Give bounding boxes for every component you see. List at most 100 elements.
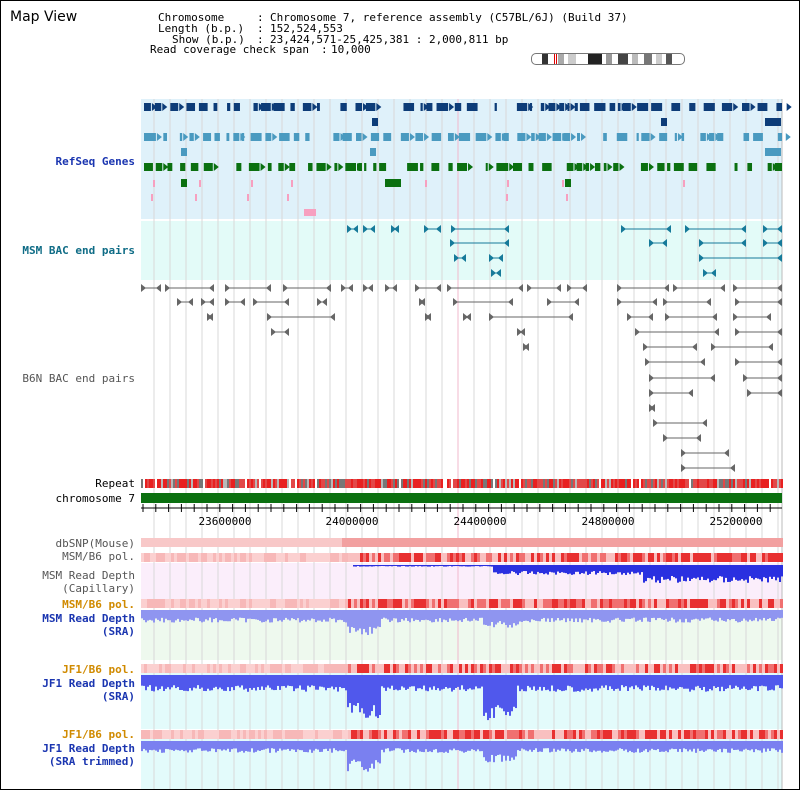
jf1-b6-pol2-heat-cell xyxy=(648,730,651,739)
msm-depth-capillary-bar xyxy=(639,565,641,575)
repeat-segment xyxy=(747,479,749,488)
msm-depth-sra-bar xyxy=(727,610,729,620)
region-cursor[interactable] xyxy=(554,54,557,64)
repeat-segment xyxy=(145,479,147,488)
msm-depth-sra-bar xyxy=(401,610,403,620)
jf1-b6-pol-heat-cell xyxy=(468,664,471,673)
chromosome-label-track: chromosome 7 xyxy=(55,492,135,505)
msm-b6-pol2-heat-cell xyxy=(615,599,618,608)
repeat-segment xyxy=(601,479,603,488)
b6n-bac-pair-end xyxy=(714,328,719,336)
jf1-b6-pol2-heat-cell xyxy=(204,730,207,739)
jf1-depth-sra-bar xyxy=(757,675,759,692)
refseq-gene-mid xyxy=(265,133,272,141)
jf1-depth-trimmed-bar xyxy=(755,741,757,750)
jf1-depth-sra-bar xyxy=(483,675,485,716)
jf1-depth-trimmed-bar xyxy=(473,741,475,750)
jf1-depth-sra-bar xyxy=(643,675,645,686)
repeat-segment xyxy=(455,479,457,488)
msm-b6-pol2-heat-cell xyxy=(270,599,273,608)
jf1-depth-sra-bar xyxy=(679,675,681,687)
jf1-depth-trimmed-bar xyxy=(319,741,321,752)
repeat-segment xyxy=(757,479,759,488)
jf1-depth-trimmed-bar xyxy=(379,741,381,764)
msm-depth-capillary-bar xyxy=(403,565,405,566)
jf1-depth-trimmed-bar xyxy=(197,741,199,749)
jf1-b6-pol-heat-cell xyxy=(555,664,558,673)
msm-depth-capillary-bar xyxy=(699,565,701,581)
repeat-segment xyxy=(549,479,551,488)
msm-b6-pol-heat-cell xyxy=(663,553,666,562)
msm-depth-capillary-bar xyxy=(739,565,741,581)
jf1-depth-sra-bar xyxy=(207,675,209,689)
jf1-b6-pol2-heat-cell xyxy=(723,730,726,739)
jf1-depth-trimmed-bar xyxy=(739,741,741,752)
axis-tick-label: 25200000 xyxy=(709,515,763,528)
jf1-b6-pol2-heat-cell xyxy=(168,730,171,739)
jf1-depth-trimmed-bar xyxy=(311,741,313,753)
repeat-segment xyxy=(433,479,435,488)
jf1-depth-trimmed-bar xyxy=(401,741,403,751)
repeat-segment xyxy=(481,479,483,488)
msm-b6-pol-heat-cell xyxy=(288,553,291,562)
refseq-gene-green xyxy=(688,163,698,171)
repeat-segment xyxy=(689,479,691,488)
repeat-segment xyxy=(243,479,245,488)
jf1-b6-pol2-heat-cell xyxy=(747,730,750,739)
jf1-depth-sra-bar xyxy=(411,675,413,687)
jf1-b6-pol-label-1: JF1/B6 pol. xyxy=(62,663,135,676)
jf1-depth-sra-bar xyxy=(735,675,737,686)
repeat-segment xyxy=(237,479,239,488)
msm-b6-pol2-heat-cell xyxy=(699,599,702,608)
msm-depth-sra-label-1: MSM Read Depth xyxy=(42,612,135,625)
msm-depth-sra-bar xyxy=(389,610,391,623)
msm-b6-pol-heat-cell xyxy=(549,553,552,562)
refseq-gene-mid xyxy=(233,133,240,141)
msm-b6-pol2-heat-cell xyxy=(444,599,447,608)
msm-depth-sra-bar xyxy=(731,610,733,620)
msm-depth-sra-bar xyxy=(261,610,263,623)
dbsnp-heat-cell xyxy=(450,538,453,547)
dbsnp-heat-cell xyxy=(327,538,330,547)
jf1-depth-trimmed-bar xyxy=(143,741,145,749)
jf1-b6-pol2-heat-cell xyxy=(600,730,603,739)
msm-b6-pol-heat-cell xyxy=(519,553,522,562)
jf1-depth-trimmed-bar xyxy=(651,741,653,749)
msm-b6-pol2-heat-cell xyxy=(639,599,642,608)
msm-depth-sra-bar xyxy=(521,610,523,622)
jf1-b6-pol-heat-cell xyxy=(240,664,243,673)
refseq-gene-dark xyxy=(703,103,715,111)
msm-depth-sra-bar xyxy=(259,610,261,621)
jf1-b6-pol-heat-cell xyxy=(219,664,222,673)
repeat-segment xyxy=(465,479,467,488)
msm-depth-sra-bar xyxy=(455,610,457,621)
jf1-b6-pol-heat-cell xyxy=(303,664,306,673)
jf1-depth-sra-bar xyxy=(165,675,167,689)
refseq-gene-dark xyxy=(671,103,681,111)
jf1-b6-pol2-heat-cell xyxy=(537,730,540,739)
coverage-label: Read coverage check span xyxy=(150,43,309,56)
msm-b6-pol-heat-cell xyxy=(258,553,261,562)
msm-b6-pol-heat-cell xyxy=(378,553,381,562)
jf1-depth-sra-bar xyxy=(189,675,191,689)
msm-depth-capillary-bar xyxy=(691,565,693,579)
refseq-gene-green xyxy=(267,163,272,171)
msm-b6-pol2-heat-cell xyxy=(474,599,477,608)
repeat-segment xyxy=(761,479,763,488)
msm-depth-sra-bar xyxy=(561,610,563,621)
repeat-segment xyxy=(553,479,555,488)
refseq-gene-mid xyxy=(717,133,724,141)
repeat-segment xyxy=(631,479,633,488)
msm-depth-sra-bar xyxy=(779,610,781,619)
chromosome-ideogram[interactable] xyxy=(531,53,685,65)
msm-depth-sra-bar xyxy=(253,610,255,620)
repeat-segment xyxy=(387,479,389,488)
msm-depth-sra-bar xyxy=(449,610,451,619)
msm-depth-capillary-bar xyxy=(535,565,537,575)
refseq-gene-dark xyxy=(154,103,162,111)
jf1-depth-sra-bar xyxy=(675,675,677,691)
msm-b6-pol-heat-cell xyxy=(711,553,714,562)
msm-b6-pol-heat-cell xyxy=(318,553,321,562)
refseq-gene-dark xyxy=(574,103,578,111)
